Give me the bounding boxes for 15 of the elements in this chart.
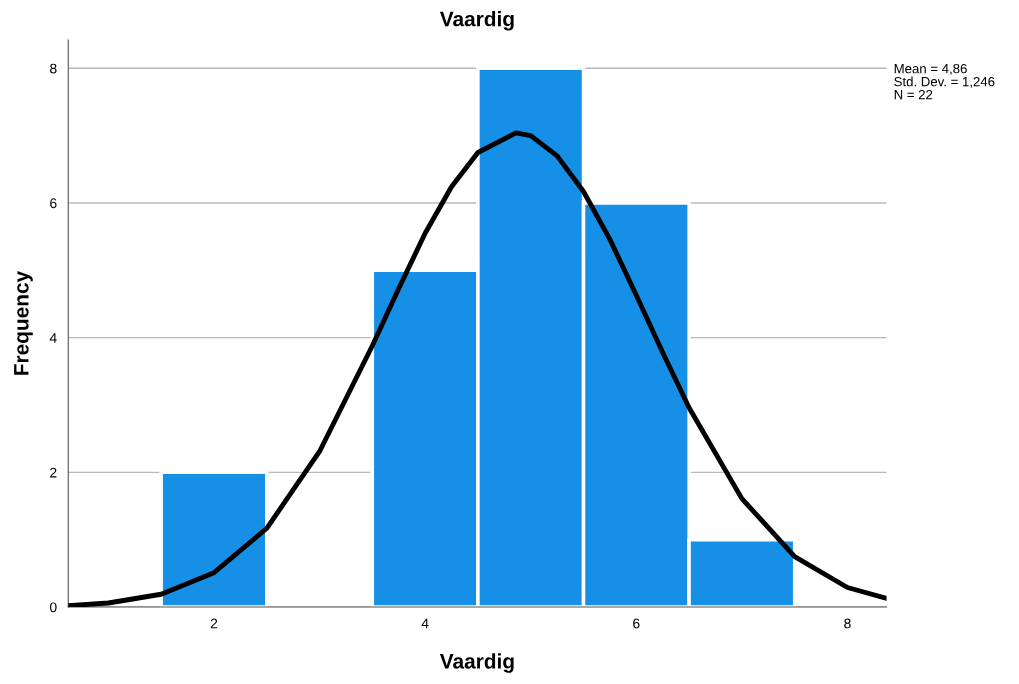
x-tick-label: 2 <box>210 618 218 629</box>
y-tick-label: 6 <box>50 198 57 209</box>
x-tick-label: 6 <box>633 618 640 629</box>
text: N = 22 <box>894 89 933 100</box>
x-tick-label: 8 <box>844 618 851 629</box>
x-axis-title: Vaardig <box>439 653 514 673</box>
text: Std. Dev. = 1,246 <box>894 76 995 88</box>
y-tick-label: 0 <box>49 602 57 613</box>
text: Mean = 4,86 <box>894 63 967 75</box>
y-tick-label: 8 <box>50 63 57 74</box>
y-axis-title: Frequency <box>14 270 33 375</box>
y-tick-label: 2 <box>50 467 57 478</box>
x-tick-label: 4 <box>421 618 429 629</box>
y-tick-label: 4 <box>49 333 57 343</box>
chart-title: Vaardig <box>439 11 514 31</box>
